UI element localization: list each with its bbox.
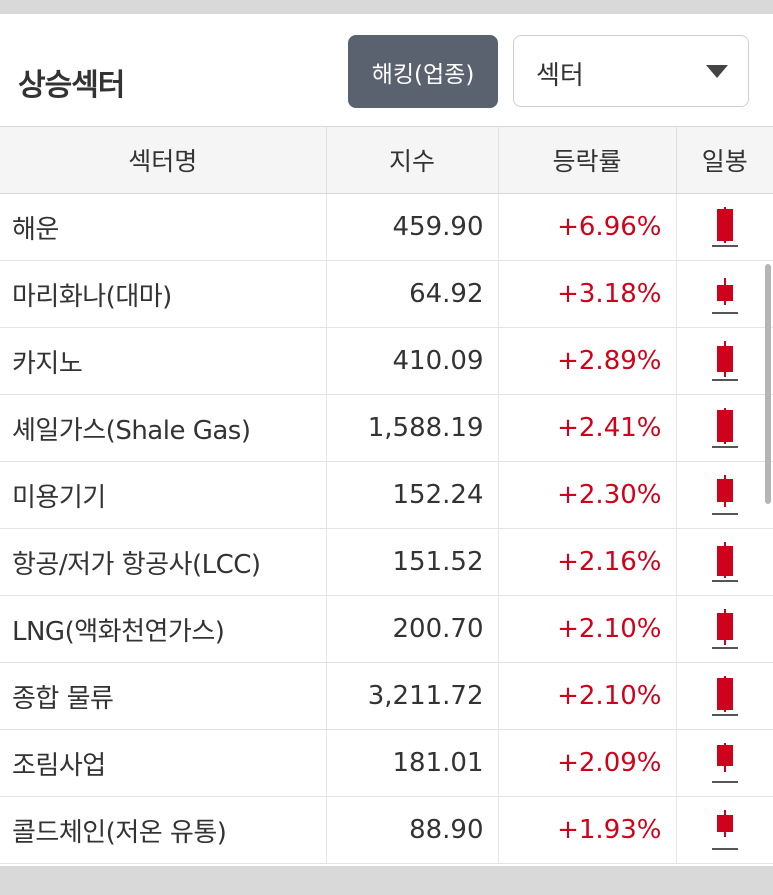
sector-change-rate: +3.18% [498, 260, 677, 328]
sector-name: 미용기기 [0, 461, 327, 529]
sector-index: 200.70 [326, 595, 499, 663]
sector-table: 섹터명 지수 등락률 일봉 해운 459.90 +6.96% 마리화나(대마) 64.9… [0, 126, 773, 864]
sector-change-rate: +2.10% [498, 662, 677, 730]
candle-baseline [711, 245, 738, 247]
sector-name: 카지노 [0, 327, 327, 395]
daily-candle-cell [676, 394, 773, 462]
table-row[interactable]: 셰일가스(Shale Gas) 1,588.19 +2.41% [0, 394, 773, 462]
daily-candle-icon [710, 676, 740, 716]
bottom-strip [0, 866, 773, 895]
daily-candle-icon [710, 542, 740, 582]
scrollbar[interactable] [765, 264, 771, 504]
sector-name: 항공/저가 항공사(LCC) [0, 528, 327, 596]
sector-index: 3,211.72 [326, 662, 499, 730]
candle-baseline [711, 513, 738, 515]
sector-change-rate: +2.89% [498, 327, 677, 395]
candle-baseline [711, 312, 738, 314]
table-row[interactable]: 마리화나(대마) 64.92 +3.18% [0, 260, 773, 328]
sector-change-rate: +2.41% [498, 394, 677, 462]
sector-name: 콜드체인(저온 유통) [0, 796, 327, 864]
daily-candle-cell [676, 796, 773, 864]
dropdown-arrow-icon [706, 65, 728, 78]
table-row[interactable]: 항공/저가 항공사(LCC) 151.52 +2.16% [0, 528, 773, 596]
panel-header: 상승섹터 해킹(업종) 섹터 [0, 14, 773, 126]
candle-baseline [711, 781, 738, 783]
candle-body [716, 545, 733, 577]
sector-index: 459.90 [326, 193, 499, 261]
daily-candle-icon [710, 609, 740, 649]
table-row[interactable]: 콜드체인(저온 유통) 88.90 +1.93% [0, 796, 773, 864]
sector-change-rate: +2.30% [498, 461, 677, 529]
daily-candle-icon [710, 408, 740, 448]
table-row[interactable]: 조림사업 181.01 +2.09% [0, 729, 773, 797]
sector-name: 해운 [0, 193, 327, 261]
page-title: 상승섹터 [18, 68, 125, 103]
table-row[interactable]: LNG(액화천연가스) 200.70 +2.10% [0, 595, 773, 663]
daily-candle-cell [676, 729, 773, 797]
category-select[interactable]: 섹터 [513, 35, 749, 107]
daily-candle-icon [710, 274, 740, 314]
table-row[interactable]: 카지노 410.09 +2.89% [0, 327, 773, 395]
daily-candle-icon [710, 743, 740, 783]
daily-candle-icon [710, 475, 740, 515]
candle-body [716, 612, 733, 640]
sector-name: 종합 물류 [0, 662, 327, 730]
candle-baseline [711, 848, 738, 850]
sector-change-rate: +2.09% [498, 729, 677, 797]
candle-body [716, 744, 733, 767]
daily-candle-cell [676, 662, 773, 730]
sector-index: 88.90 [326, 796, 499, 864]
sector-index: 1,588.19 [326, 394, 499, 462]
column-header-daily-candle: 일봉 [676, 126, 773, 194]
candle-body [716, 677, 733, 711]
candle-body [716, 409, 733, 443]
sector-index: 152.24 [326, 461, 499, 529]
candle-baseline [711, 580, 738, 582]
sector-change-rate: +1.93% [498, 796, 677, 864]
column-header-change-rate[interactable]: 등락률 [498, 126, 677, 194]
column-header-index[interactable]: 지수 [326, 126, 499, 194]
candle-body [716, 284, 733, 301]
table-row[interactable]: 종합 물류 3,211.72 +2.10% [0, 662, 773, 730]
hedge-sector-button[interactable]: 해킹(업종) [348, 35, 498, 108]
sector-name: 마리화나(대마) [0, 260, 327, 328]
daily-candle-cell [676, 528, 773, 596]
sector-change-rate: +2.16% [498, 528, 677, 596]
daily-candle-cell [676, 193, 773, 261]
table-row[interactable]: 미용기기 152.24 +2.30% [0, 461, 773, 529]
daily-candle-icon [710, 341, 740, 381]
table-header-row: 섹터명 지수 등락률 일봉 [0, 126, 773, 194]
daily-candle-icon [710, 207, 740, 247]
sector-name: 조림사업 [0, 729, 327, 797]
daily-candle-cell [676, 260, 773, 328]
daily-candle-cell [676, 327, 773, 395]
daily-candle-cell [676, 595, 773, 663]
candle-baseline [711, 446, 738, 448]
daily-candle-cell [676, 461, 773, 529]
candle-body [716, 815, 733, 832]
sector-index: 64.92 [326, 260, 499, 328]
candle-baseline [711, 714, 738, 716]
table-row[interactable]: 해운 459.90 +6.96% [0, 193, 773, 261]
sector-index: 181.01 [326, 729, 499, 797]
sector-name: LNG(액화천연가스) [0, 595, 327, 663]
sector-change-rate: +2.10% [498, 595, 677, 663]
top-strip [0, 0, 773, 14]
candle-body [716, 208, 733, 242]
candle-baseline [711, 379, 738, 381]
sector-change-rate: +6.96% [498, 193, 677, 261]
candle-body [716, 478, 733, 502]
candle-body [716, 346, 733, 372]
sector-index: 410.09 [326, 327, 499, 395]
sector-name: 셰일가스(Shale Gas) [0, 394, 327, 462]
column-header-sector-name[interactable]: 섹터명 [0, 126, 327, 194]
rising-sectors-panel: 상승섹터 해킹(업종) 섹터 섹터명 지수 등락률 일봉 해운 459.90 +6.… [0, 14, 773, 866]
candle-baseline [711, 647, 738, 649]
category-select-value: 섹터 [536, 61, 584, 91]
sector-index: 151.52 [326, 528, 499, 596]
daily-candle-icon [710, 810, 740, 850]
